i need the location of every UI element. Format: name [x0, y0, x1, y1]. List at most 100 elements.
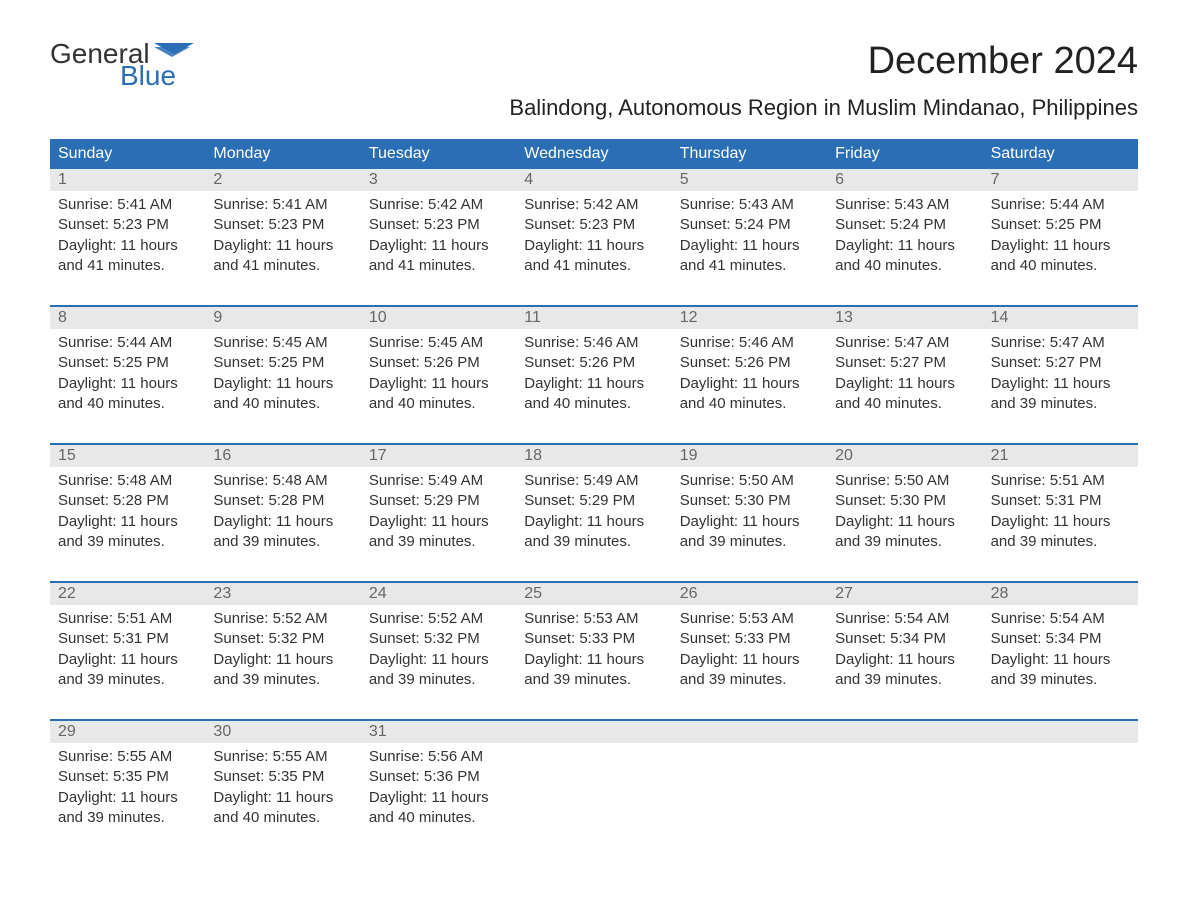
- sunset-text: Sunset: 5:30 PM: [680, 491, 819, 511]
- day-number: [516, 721, 671, 743]
- day-cell: Sunrise: 5:47 AMSunset: 5:27 PMDaylight:…: [827, 329, 982, 425]
- day-cell: Sunrise: 5:42 AMSunset: 5:23 PMDaylight:…: [516, 191, 671, 287]
- sunset-text: Sunset: 5:26 PM: [524, 353, 663, 373]
- day-number: 4: [516, 169, 671, 191]
- month-title: December 2024: [509, 40, 1138, 83]
- day-number: 5: [672, 169, 827, 191]
- day-number: [672, 721, 827, 743]
- sunset-text: Sunset: 5:23 PM: [369, 215, 508, 235]
- sunrise-text: Sunrise: 5:53 AM: [524, 609, 663, 629]
- weekday-label: Wednesday: [516, 139, 671, 169]
- day-cell: Sunrise: 5:43 AMSunset: 5:24 PMDaylight:…: [672, 191, 827, 287]
- day-number: 21: [983, 445, 1138, 467]
- sunrise-text: Sunrise: 5:56 AM: [369, 747, 508, 767]
- day-cell: Sunrise: 5:54 AMSunset: 5:34 PMDaylight:…: [983, 605, 1138, 701]
- logo-text-blue: Blue: [120, 62, 186, 90]
- daylight-text: Daylight: 11 hours: [58, 236, 197, 256]
- sunset-text: Sunset: 5:31 PM: [991, 491, 1130, 511]
- sunrise-text: Sunrise: 5:44 AM: [58, 333, 197, 353]
- sunrise-text: Sunrise: 5:45 AM: [369, 333, 508, 353]
- daylight-text: and 41 minutes.: [369, 256, 508, 276]
- daylight-text: Daylight: 11 hours: [835, 236, 974, 256]
- sunrise-text: Sunrise: 5:55 AM: [213, 747, 352, 767]
- sunrise-text: Sunrise: 5:55 AM: [58, 747, 197, 767]
- daylight-text: Daylight: 11 hours: [991, 374, 1130, 394]
- sunset-text: Sunset: 5:31 PM: [58, 629, 197, 649]
- sunset-text: Sunset: 5:32 PM: [369, 629, 508, 649]
- day-number: 19: [672, 445, 827, 467]
- day-cell: Sunrise: 5:48 AMSunset: 5:28 PMDaylight:…: [50, 467, 205, 563]
- day-cell: [827, 743, 982, 839]
- weekday-label: Monday: [205, 139, 360, 169]
- daylight-text: Daylight: 11 hours: [524, 512, 663, 532]
- week-row: 1234567Sunrise: 5:41 AMSunset: 5:23 PMDa…: [50, 169, 1138, 287]
- daylight-text: Daylight: 11 hours: [369, 650, 508, 670]
- location-title: Balindong, Autonomous Region in Muslim M…: [509, 95, 1138, 121]
- sunrise-text: Sunrise: 5:49 AM: [524, 471, 663, 491]
- week-row: 293031Sunrise: 5:55 AMSunset: 5:35 PMDay…: [50, 719, 1138, 839]
- day-cell: Sunrise: 5:51 AMSunset: 5:31 PMDaylight:…: [50, 605, 205, 701]
- daylight-text: Daylight: 11 hours: [369, 788, 508, 808]
- day-cell: Sunrise: 5:50 AMSunset: 5:30 PMDaylight:…: [827, 467, 982, 563]
- day-cell: Sunrise: 5:47 AMSunset: 5:27 PMDaylight:…: [983, 329, 1138, 425]
- day-cell: [516, 743, 671, 839]
- sunrise-text: Sunrise: 5:49 AM: [369, 471, 508, 491]
- daylight-text: Daylight: 11 hours: [680, 650, 819, 670]
- daylight-text: and 41 minutes.: [680, 256, 819, 276]
- daylight-text: and 41 minutes.: [58, 256, 197, 276]
- daylight-text: Daylight: 11 hours: [213, 788, 352, 808]
- day-cell: Sunrise: 5:52 AMSunset: 5:32 PMDaylight:…: [361, 605, 516, 701]
- header: General Blue December 2024 Balindong, Au…: [50, 40, 1138, 121]
- day-cell: Sunrise: 5:53 AMSunset: 5:33 PMDaylight:…: [672, 605, 827, 701]
- daylight-text: and 39 minutes.: [991, 670, 1130, 690]
- daylight-text: and 39 minutes.: [369, 532, 508, 552]
- sunrise-text: Sunrise: 5:42 AM: [524, 195, 663, 215]
- daylight-text: Daylight: 11 hours: [991, 650, 1130, 670]
- day-number: 7: [983, 169, 1138, 191]
- day-cell: [983, 743, 1138, 839]
- day-number: 13: [827, 307, 982, 329]
- daylight-text: Daylight: 11 hours: [524, 650, 663, 670]
- daylight-text: Daylight: 11 hours: [213, 512, 352, 532]
- day-number-row: 293031: [50, 721, 1138, 743]
- sunset-text: Sunset: 5:34 PM: [991, 629, 1130, 649]
- day-number-row: 22232425262728: [50, 583, 1138, 605]
- daylight-text: Daylight: 11 hours: [213, 374, 352, 394]
- weekday-header: Sunday Monday Tuesday Wednesday Thursday…: [50, 139, 1138, 169]
- daylight-text: Daylight: 11 hours: [991, 512, 1130, 532]
- day-number: 6: [827, 169, 982, 191]
- daylight-text: Daylight: 11 hours: [991, 236, 1130, 256]
- sunset-text: Sunset: 5:23 PM: [524, 215, 663, 235]
- day-number: 31: [361, 721, 516, 743]
- daylight-text: and 40 minutes.: [369, 394, 508, 414]
- day-number-row: 15161718192021: [50, 445, 1138, 467]
- daylight-text: and 39 minutes.: [835, 670, 974, 690]
- day-cell: Sunrise: 5:50 AMSunset: 5:30 PMDaylight:…: [672, 467, 827, 563]
- daylight-text: Daylight: 11 hours: [369, 374, 508, 394]
- day-cell: Sunrise: 5:49 AMSunset: 5:29 PMDaylight:…: [361, 467, 516, 563]
- day-cell: Sunrise: 5:42 AMSunset: 5:23 PMDaylight:…: [361, 191, 516, 287]
- day-number: 17: [361, 445, 516, 467]
- day-cell: Sunrise: 5:46 AMSunset: 5:26 PMDaylight:…: [516, 329, 671, 425]
- sunset-text: Sunset: 5:29 PM: [524, 491, 663, 511]
- daylight-text: and 39 minutes.: [524, 670, 663, 690]
- day-cell: Sunrise: 5:46 AMSunset: 5:26 PMDaylight:…: [672, 329, 827, 425]
- day-number: 20: [827, 445, 982, 467]
- daylight-text: and 40 minutes.: [369, 808, 508, 828]
- day-number-row: 1234567: [50, 169, 1138, 191]
- sunset-text: Sunset: 5:36 PM: [369, 767, 508, 787]
- sunrise-text: Sunrise: 5:51 AM: [991, 471, 1130, 491]
- daylight-text: and 40 minutes.: [835, 394, 974, 414]
- day-number: 27: [827, 583, 982, 605]
- sunset-text: Sunset: 5:23 PM: [58, 215, 197, 235]
- day-number: 29: [50, 721, 205, 743]
- daylight-text: Daylight: 11 hours: [835, 374, 974, 394]
- day-number: 16: [205, 445, 360, 467]
- sunset-text: Sunset: 5:32 PM: [213, 629, 352, 649]
- sunrise-text: Sunrise: 5:41 AM: [58, 195, 197, 215]
- sunrise-text: Sunrise: 5:50 AM: [835, 471, 974, 491]
- sunrise-text: Sunrise: 5:52 AM: [213, 609, 352, 629]
- day-cell: Sunrise: 5:54 AMSunset: 5:34 PMDaylight:…: [827, 605, 982, 701]
- sunset-text: Sunset: 5:34 PM: [835, 629, 974, 649]
- daylight-text: and 39 minutes.: [58, 808, 197, 828]
